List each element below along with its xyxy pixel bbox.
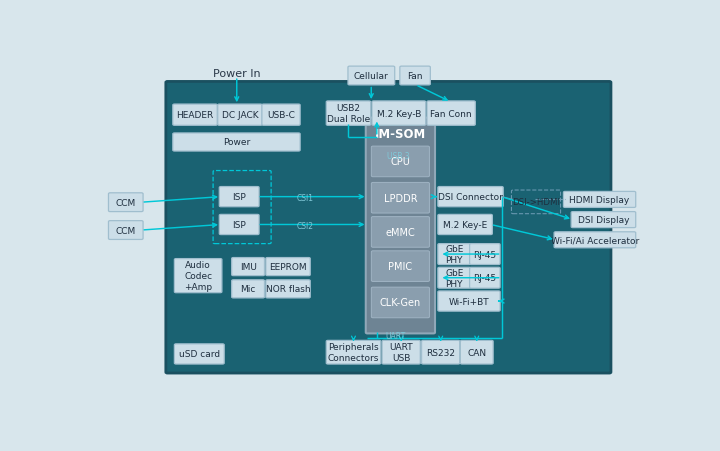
FancyBboxPatch shape <box>469 244 500 265</box>
Text: ISP: ISP <box>233 221 246 230</box>
Text: CCM: CCM <box>116 198 136 207</box>
FancyBboxPatch shape <box>460 341 493 364</box>
FancyBboxPatch shape <box>366 118 435 334</box>
Text: CLK-Gen: CLK-Gen <box>379 298 421 308</box>
Text: EEPROM: EEPROM <box>269 262 307 272</box>
Text: Peripherals
Connectors: Peripherals Connectors <box>328 342 379 363</box>
Text: UART: UART <box>386 331 406 341</box>
FancyBboxPatch shape <box>372 101 426 126</box>
FancyBboxPatch shape <box>372 287 429 318</box>
FancyBboxPatch shape <box>266 258 310 276</box>
Text: uSD card: uSD card <box>179 350 220 359</box>
FancyBboxPatch shape <box>372 251 429 282</box>
FancyBboxPatch shape <box>217 105 262 126</box>
Text: RJ-45: RJ-45 <box>473 250 496 259</box>
FancyBboxPatch shape <box>326 101 371 126</box>
Text: CAN: CAN <box>467 348 486 357</box>
Text: Mic: Mic <box>240 285 256 294</box>
Text: USB2
Dual Role: USB2 Dual Role <box>327 104 370 124</box>
FancyBboxPatch shape <box>571 212 636 228</box>
FancyBboxPatch shape <box>173 133 300 152</box>
Text: DSI Connector: DSI Connector <box>438 193 503 202</box>
FancyBboxPatch shape <box>173 105 217 126</box>
Text: GbE
PHY: GbE PHY <box>445 244 464 265</box>
FancyBboxPatch shape <box>109 221 143 240</box>
Text: RS232: RS232 <box>426 348 455 357</box>
FancyBboxPatch shape <box>174 344 224 364</box>
Text: PMIC: PMIC <box>388 262 413 272</box>
FancyBboxPatch shape <box>400 67 431 86</box>
FancyBboxPatch shape <box>109 193 143 212</box>
Text: DSI Display: DSI Display <box>577 216 629 225</box>
Text: M.2 Key-B: M.2 Key-B <box>377 109 421 118</box>
FancyBboxPatch shape <box>438 291 500 312</box>
FancyBboxPatch shape <box>266 280 310 298</box>
FancyBboxPatch shape <box>372 147 429 177</box>
FancyBboxPatch shape <box>372 183 429 214</box>
Text: DC JACK: DC JACK <box>222 111 258 120</box>
Text: Cellular: Cellular <box>354 72 389 81</box>
Text: Wi-Fi+BT: Wi-Fi+BT <box>449 297 490 306</box>
Text: Power In: Power In <box>213 69 261 78</box>
FancyBboxPatch shape <box>438 268 471 289</box>
FancyBboxPatch shape <box>554 232 636 248</box>
Text: CSI1: CSI1 <box>297 194 313 203</box>
Text: M.2 Key-E: M.2 Key-E <box>443 221 487 230</box>
FancyBboxPatch shape <box>220 215 259 235</box>
FancyBboxPatch shape <box>382 341 420 364</box>
Text: UART
USB: UART USB <box>390 342 413 363</box>
Text: RJ-45: RJ-45 <box>473 274 496 283</box>
Text: IM-SOM: IM-SOM <box>375 128 426 141</box>
FancyBboxPatch shape <box>438 187 503 207</box>
FancyBboxPatch shape <box>326 341 381 364</box>
FancyBboxPatch shape <box>348 67 395 86</box>
Text: DSI->HDMI: DSI->HDMI <box>512 198 560 207</box>
FancyBboxPatch shape <box>232 258 264 276</box>
Text: HDMI Display: HDMI Display <box>570 195 630 204</box>
FancyBboxPatch shape <box>220 187 259 207</box>
FancyBboxPatch shape <box>174 259 222 293</box>
Text: CCM: CCM <box>116 226 136 235</box>
Text: GbE
PHY: GbE PHY <box>445 268 464 288</box>
FancyBboxPatch shape <box>262 105 300 126</box>
FancyBboxPatch shape <box>438 244 471 265</box>
Text: HEADER: HEADER <box>176 111 214 120</box>
Text: USB 3: USB 3 <box>387 152 410 161</box>
Text: IMU: IMU <box>240 262 256 272</box>
Text: Fan Conn: Fan Conn <box>431 109 472 118</box>
Text: NOR flash: NOR flash <box>266 285 310 294</box>
FancyBboxPatch shape <box>372 217 429 248</box>
FancyBboxPatch shape <box>469 268 500 289</box>
FancyBboxPatch shape <box>427 101 475 126</box>
Text: Audio
Codec
+Amp: Audio Codec +Amp <box>184 261 212 292</box>
Text: Wi-Fi/Ai Accelerator: Wi-Fi/Ai Accelerator <box>551 236 639 245</box>
FancyBboxPatch shape <box>166 82 611 373</box>
Text: ISP: ISP <box>233 193 246 202</box>
Text: eMMC: eMMC <box>385 227 415 237</box>
Text: Power: Power <box>223 138 250 147</box>
Text: CSI2: CSI2 <box>297 221 313 230</box>
Text: Fan: Fan <box>408 72 423 81</box>
FancyBboxPatch shape <box>564 192 636 208</box>
FancyBboxPatch shape <box>422 341 460 364</box>
FancyBboxPatch shape <box>232 280 264 298</box>
FancyBboxPatch shape <box>438 215 492 235</box>
Text: LPDDR: LPDDR <box>384 193 417 203</box>
Text: CPU: CPU <box>390 157 410 167</box>
Text: USB-C: USB-C <box>267 111 295 120</box>
